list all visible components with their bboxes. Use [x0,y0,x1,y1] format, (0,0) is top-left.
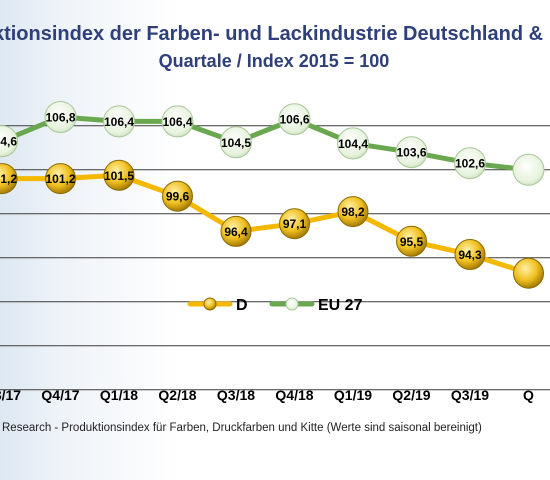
legend-label-d: D [236,297,248,314]
data-point-eu27 [220,126,252,159]
legend-label-eu27: EU 27 [318,297,363,314]
data-label-eu27: 104,6 [0,135,17,149]
data-label-d: 95,5 [400,235,424,249]
x-tick-label: Q1/18 [100,387,138,403]
data-point-d [162,180,193,212]
data-label-d: 98,2 [341,205,365,219]
legend: D EU 27 [187,297,363,314]
data-label-d: 101,2 [0,172,17,186]
data-label-eu27: 106,6 [279,113,309,127]
data-label-d: 94,3 [458,248,482,262]
data-label-eu27: 102,6 [455,157,485,171]
data-point-d [0,163,18,195]
data-point-d [45,163,76,195]
data-point-d [513,257,544,289]
x-tick-label: Q4/18 [275,387,313,403]
x-tick-label: Q3/18 [217,387,255,403]
data-label-d: 96,4 [224,225,248,239]
data-point-eu27 [44,101,77,133]
data-point-eu27 [395,136,428,169]
data-labels: 101,2 101,2 101,5 99,6 96,4 97,1 98,2 95,5 94,3 1… [0,111,485,263]
legend-marker-eu27 [285,297,299,311]
data-point-d [396,225,427,257]
chart-title: ktionsindex der Farben- und Lackindustri… [0,23,543,45]
data-point-d [279,208,310,240]
series-line-d [0,172,531,276]
data-point-eu27 [103,105,135,138]
data-label-d: 101,2 [45,172,75,186]
series-line-eu27 [0,114,531,173]
data-label-eu27: 106,4 [104,115,134,129]
x-tick-label: Q2/18 [158,387,196,403]
data-label-eu27: 104,5 [221,136,251,150]
data-label-d: 97,1 [283,217,307,231]
legend-marker-d [203,297,217,311]
data-label-eu27: 104,4 [338,137,368,151]
data-point-eu27 [0,125,18,158]
data-point-eu27 [337,127,369,160]
data-point-eu27 [454,147,486,180]
x-tick-label: Q3/19 [451,387,489,403]
data-point-d [220,215,252,247]
data-point-d [337,196,369,228]
data-point-eu27 [278,103,311,136]
data-point-d [103,159,135,191]
series-lines [0,114,531,276]
data-point-eu27 [161,105,194,138]
chart-subtitle: Quartale / Index 2015 = 100 [159,51,390,71]
source-note: Research - Produktionsindex für Farben, … [2,422,482,434]
x-tick-label: Q3/17 [0,387,21,403]
data-label-eu27: 106,4 [162,115,192,129]
x-tick-label: Q4/17 [41,387,79,403]
data-label-d: 101,5 [104,169,134,183]
x-tick-label: Q [523,387,534,403]
data-point-d [454,239,486,270]
x-axis-ticks: Q3/17 Q4/17 Q1/18 Q2/18 Q3/18 Q4/18 Q1/19 Q2/19… [0,387,534,403]
data-label-eu27: 103,6 [396,146,426,160]
x-tick-label: Q1/19 [334,387,372,403]
x-tick-label: Q2/19 [392,387,430,403]
series-markers [0,101,545,289]
data-label-eu27: 106,8 [45,111,75,125]
data-label-d: 99,6 [166,190,190,204]
data-point-eu27 [512,153,545,186]
